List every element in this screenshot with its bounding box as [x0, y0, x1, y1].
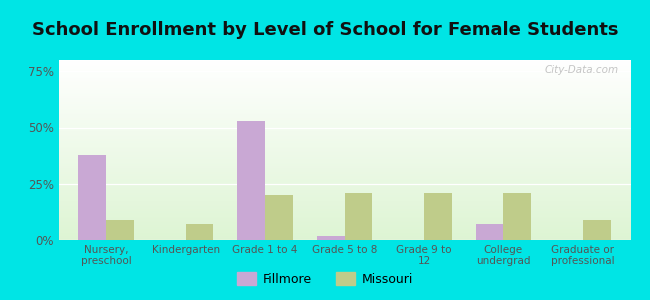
Text: School Enrollment by Level of School for Female Students: School Enrollment by Level of School for… — [32, 21, 618, 39]
Bar — [583, 220, 610, 240]
Bar — [237, 121, 265, 240]
Legend: Fillmore, Missouri: Fillmore, Missouri — [232, 267, 418, 291]
Bar — [424, 193, 452, 240]
Bar — [476, 224, 503, 240]
Bar — [79, 154, 106, 240]
Bar — [344, 193, 372, 240]
Bar — [317, 236, 345, 240]
Bar — [106, 220, 134, 240]
Bar — [265, 195, 293, 240]
Text: City-Data.com: City-Data.com — [545, 65, 619, 75]
Bar — [186, 224, 213, 240]
Bar — [503, 193, 531, 240]
